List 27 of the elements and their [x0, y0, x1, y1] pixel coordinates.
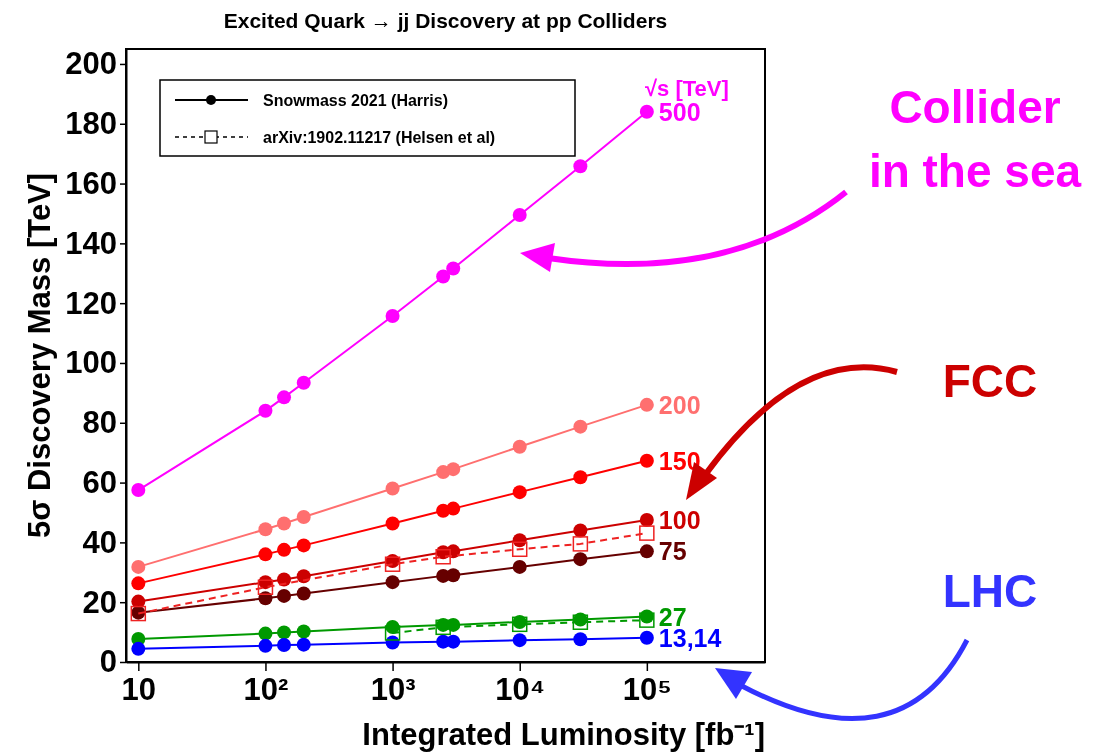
x-tick-label: 10⁵ [622, 672, 672, 708]
y-tick-label: 40 [82, 524, 117, 560]
y-tick-label: 200 [65, 46, 117, 82]
x-tick-label: 10⁴ [495, 672, 546, 708]
series-label: 75 [658, 537, 687, 566]
y-tick-label: 160 [65, 165, 117, 201]
x-tick-label: 10³ [370, 672, 416, 708]
y-tick-label: 140 [65, 225, 117, 261]
y-tick-label: 120 [65, 285, 117, 321]
y-tick-label: 80 [82, 405, 117, 441]
annotation: Snowmass 2021 (Harris) [263, 92, 448, 109]
chart-title: Excited Quark → jj Discovery at pp Colliders [223, 9, 668, 32]
y-tick-label: 0 [99, 644, 117, 680]
x-tick-label: 10 [121, 672, 157, 708]
text: LHC [942, 565, 1038, 617]
text: FCC [942, 355, 1038, 407]
y-tick-label: 60 [82, 465, 117, 501]
x-tick-label: 10² [243, 672, 289, 708]
y-axis-title: 5σ Discovery Mass [TeV] [22, 172, 57, 539]
x-axis-title: Integrated Luminosity [fb⁻¹] [362, 717, 765, 752]
legend-label: 100 [658, 505, 701, 534]
text: Collider in the sea [868, 81, 1082, 197]
y-tick-label: 100 [65, 345, 117, 381]
y-tick-label: 20 [82, 584, 117, 620]
annotation: arXiv:1902.11217 (Helsen et al) [263, 129, 496, 146]
series-label: 200 [658, 390, 701, 419]
y-tick-label: 180 [65, 106, 117, 142]
